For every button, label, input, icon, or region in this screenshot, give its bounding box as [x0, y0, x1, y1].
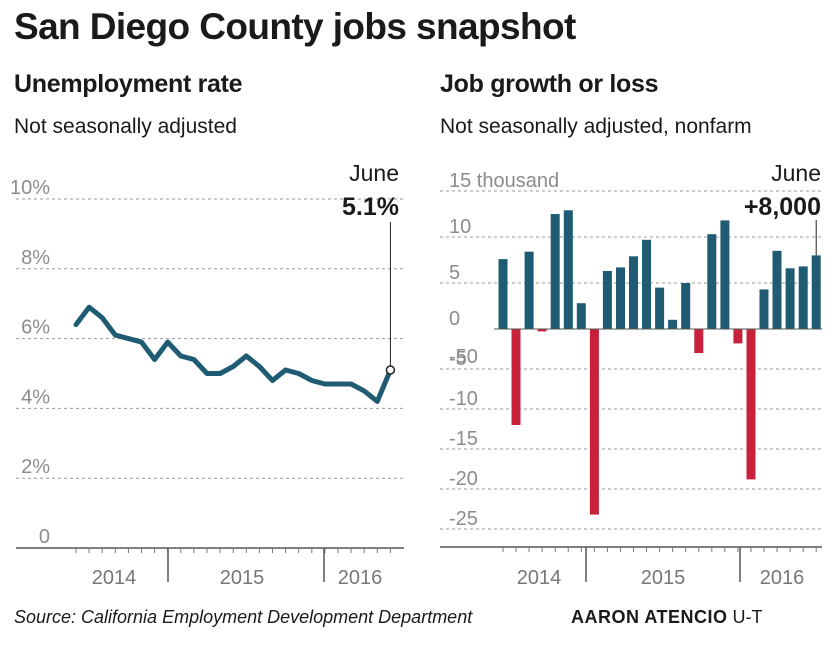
unemployment-annotation-month: June: [349, 160, 399, 186]
unemployment-annotation-value: 5.1%: [342, 193, 399, 221]
job-growth-bar: [720, 220, 730, 329]
job-growth-bar: [498, 259, 508, 329]
job-growth-bar: [694, 329, 704, 353]
source-note: Source: California Employment Developmen…: [14, 607, 473, 627]
job-growth-bar: [629, 256, 638, 329]
job-growth-x-tick-label: 2014: [517, 567, 562, 589]
job-growth-bar: [589, 329, 599, 515]
job-growth-bar: [746, 329, 756, 480]
job-growth-bar: [681, 283, 691, 329]
unemployment-y-tick-label: 0: [39, 526, 50, 548]
unemployment-y-tick-label: 2%: [21, 456, 50, 478]
unemployment-x-tick-label: 2016: [338, 567, 383, 589]
job-growth-y-tick-label: 10: [449, 216, 471, 238]
job-growth-bar: [550, 214, 560, 329]
job-growth-y-tick-label: -5: [449, 348, 467, 370]
job-growth-annotation-value: +8,000: [744, 193, 821, 221]
job-growth-bar: [537, 329, 547, 332]
job-growth-y-tick-label: 0: [449, 308, 460, 330]
job-growth-x-tick-label: 2015: [641, 567, 686, 589]
unemployment-last-point-marker: [385, 365, 396, 375]
job-growth-bar: [642, 239, 651, 329]
job-growth-y-tick-label: -20: [449, 468, 478, 490]
job-growth-y-tick-label: 5: [449, 262, 460, 284]
job-growth-bar: [785, 268, 795, 329]
job-growth-bar: [576, 303, 586, 329]
credit-name: AARON ATENCIO: [571, 607, 728, 627]
job-growth-x-tick-label: 2016: [760, 567, 805, 589]
job-growth-y-tick-label: -50: [449, 346, 478, 368]
job-growth-chart-title: Job growth or loss: [440, 70, 659, 98]
job-growth-y-tick-label: 15 thousand: [449, 170, 559, 192]
job-growth-bar: [707, 234, 717, 329]
job-growth-y-tick-label: -25: [449, 508, 478, 530]
job-growth-chart-subtitle: Not seasonally adjusted, nonfarm: [440, 115, 752, 138]
job-growth-bar: [511, 329, 521, 425]
unemployment-x-tick-label: 2014: [92, 567, 137, 589]
job-growth-bar: [811, 255, 821, 329]
unemployment-chart-subtitle: Not seasonally adjusted: [14, 115, 237, 138]
job-growth-bar: [524, 251, 534, 329]
job-growth-y-tick-label: -15: [449, 428, 478, 450]
unemployment-y-tick-label: 10%: [10, 177, 50, 199]
unemployment-chart-title: Unemployment rate: [14, 70, 243, 98]
main-title: San Diego County jobs snapshot: [14, 6, 576, 47]
job-growth-annotation-month: June: [771, 160, 821, 186]
job-growth-bar: [798, 266, 808, 329]
unemployment-series-line: [73, 304, 393, 404]
job-growth-bar: [772, 250, 782, 329]
job-growth-bar: [668, 319, 678, 329]
job-growth-bar: [733, 329, 743, 344]
credit-org: U-T: [732, 607, 763, 627]
unemployment-y-tick-label: 6%: [21, 317, 50, 339]
job-growth-bar: [616, 267, 625, 329]
job-growth-bar: [655, 287, 665, 329]
unemployment-y-tick-label: 8%: [21, 247, 50, 269]
credit-line: AARON ATENCIO U-T: [571, 607, 763, 628]
job-growth-bar: [602, 271, 612, 329]
job-growth-bar: [759, 289, 769, 329]
job-growth-bar: [563, 210, 573, 329]
job-growth-y-tick-label: -10: [449, 388, 478, 410]
unemployment-y-tick-label: 4%: [21, 386, 50, 408]
unemployment-x-tick-label: 2015: [220, 567, 265, 589]
